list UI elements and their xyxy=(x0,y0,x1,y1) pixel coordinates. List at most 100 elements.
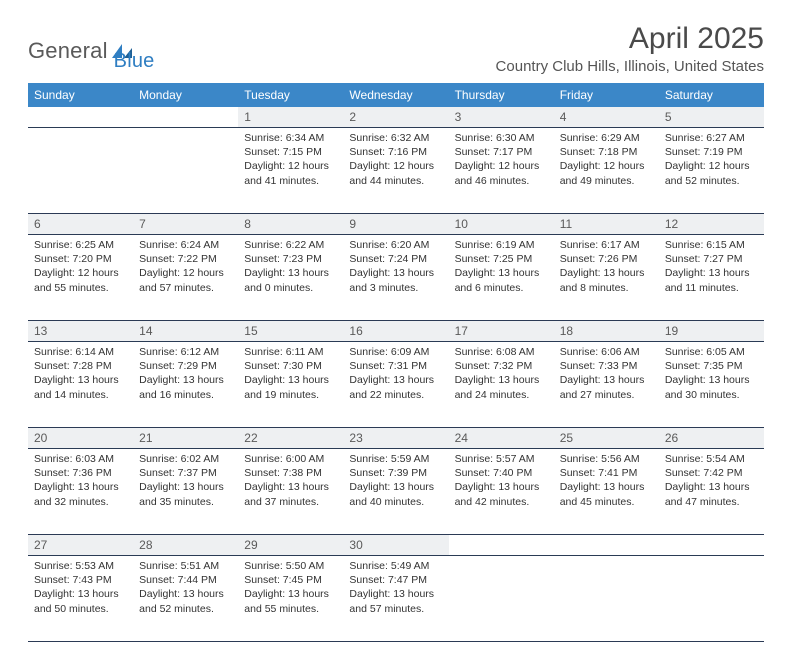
daylight-text: Daylight: 12 hours xyxy=(34,266,127,280)
logo: General Blue xyxy=(28,28,155,73)
day-cell: Sunrise: 5:57 AMSunset: 7:40 PMDaylight:… xyxy=(449,449,554,515)
daylight-text: and 0 minutes. xyxy=(244,281,337,295)
sunset-text: Sunset: 7:29 PM xyxy=(139,359,232,373)
sunset-text: Sunset: 7:22 PM xyxy=(139,252,232,266)
sunset-text: Sunset: 7:25 PM xyxy=(455,252,548,266)
empty-cell xyxy=(133,107,238,128)
day-cell: Sunrise: 6:08 AMSunset: 7:32 PMDaylight:… xyxy=(449,342,554,408)
empty-cell xyxy=(554,535,659,556)
sunrise-text: Sunrise: 6:30 AM xyxy=(455,131,548,145)
day-cell: Sunrise: 6:09 AMSunset: 7:31 PMDaylight:… xyxy=(343,342,448,408)
sunrise-text: Sunrise: 6:32 AM xyxy=(349,131,442,145)
daylight-text: Daylight: 13 hours xyxy=(665,373,758,387)
day-number: 16 xyxy=(343,321,448,341)
sunrise-text: Sunrise: 5:51 AM xyxy=(139,559,232,573)
sunset-text: Sunset: 7:37 PM xyxy=(139,466,232,480)
daylight-text: and 55 minutes. xyxy=(34,281,127,295)
day-number: 6 xyxy=(28,214,133,234)
sunrise-text: Sunrise: 5:53 AM xyxy=(34,559,127,573)
sunset-text: Sunset: 7:17 PM xyxy=(455,145,548,159)
day-cell: Sunrise: 6:27 AMSunset: 7:19 PMDaylight:… xyxy=(659,128,764,194)
day-number: 11 xyxy=(554,214,659,234)
day-number: 26 xyxy=(659,428,764,448)
daylight-text: Daylight: 13 hours xyxy=(560,480,653,494)
daylight-text: and 40 minutes. xyxy=(349,495,442,509)
sunset-text: Sunset: 7:43 PM xyxy=(34,573,127,587)
day-number: 25 xyxy=(554,428,659,448)
daylight-text: Daylight: 13 hours xyxy=(34,587,127,601)
daylight-text: and 22 minutes. xyxy=(349,388,442,402)
empty-cell xyxy=(554,556,659,642)
daylight-text: Daylight: 12 hours xyxy=(244,159,337,173)
sunrise-text: Sunrise: 6:11 AM xyxy=(244,345,337,359)
day-cell: Sunrise: 6:05 AMSunset: 7:35 PMDaylight:… xyxy=(659,342,764,408)
daylight-text: and 52 minutes. xyxy=(139,602,232,616)
day-number: 29 xyxy=(238,535,343,555)
sunrise-text: Sunrise: 6:20 AM xyxy=(349,238,442,252)
day-number: 30 xyxy=(343,535,448,555)
column-header: Monday xyxy=(133,83,238,107)
day-number: 19 xyxy=(659,321,764,341)
day-number: 15 xyxy=(238,321,343,341)
daylight-text: and 44 minutes. xyxy=(349,174,442,188)
daylight-text: and 46 minutes. xyxy=(455,174,548,188)
sunrise-text: Sunrise: 6:05 AM xyxy=(665,345,758,359)
sunrise-text: Sunrise: 6:27 AM xyxy=(665,131,758,145)
sunrise-text: Sunrise: 6:15 AM xyxy=(665,238,758,252)
column-header: Wednesday xyxy=(343,83,448,107)
day-number: 12 xyxy=(659,214,764,234)
daylight-text: Daylight: 12 hours xyxy=(349,159,442,173)
daylight-text: and 27 minutes. xyxy=(560,388,653,402)
daylight-text: and 47 minutes. xyxy=(665,495,758,509)
sunset-text: Sunset: 7:36 PM xyxy=(34,466,127,480)
daylight-text: Daylight: 13 hours xyxy=(244,373,337,387)
day-cell: Sunrise: 5:59 AMSunset: 7:39 PMDaylight:… xyxy=(343,449,448,515)
sunrise-text: Sunrise: 5:59 AM xyxy=(349,452,442,466)
day-number: 17 xyxy=(449,321,554,341)
day-number: 18 xyxy=(554,321,659,341)
sunset-text: Sunset: 7:45 PM xyxy=(244,573,337,587)
daylight-text: Daylight: 13 hours xyxy=(455,480,548,494)
day-number: 9 xyxy=(343,214,448,234)
sunrise-text: Sunrise: 6:24 AM xyxy=(139,238,232,252)
daylight-text: Daylight: 13 hours xyxy=(349,266,442,280)
day-cell: Sunrise: 6:22 AMSunset: 7:23 PMDaylight:… xyxy=(238,235,343,301)
sunset-text: Sunset: 7:24 PM xyxy=(349,252,442,266)
daylight-text: Daylight: 13 hours xyxy=(139,480,232,494)
location-subtitle: Country Club Hills, Illinois, United Sta… xyxy=(496,58,764,75)
sunset-text: Sunset: 7:35 PM xyxy=(665,359,758,373)
daylight-text: and 16 minutes. xyxy=(139,388,232,402)
sunset-text: Sunset: 7:38 PM xyxy=(244,466,337,480)
sunrise-text: Sunrise: 6:29 AM xyxy=(560,131,653,145)
daylight-text: Daylight: 13 hours xyxy=(139,373,232,387)
daylight-text: and 11 minutes. xyxy=(665,281,758,295)
day-cell: Sunrise: 6:20 AMSunset: 7:24 PMDaylight:… xyxy=(343,235,448,301)
calendar-header-row: SundayMondayTuesdayWednesdayThursdayFrid… xyxy=(28,83,764,107)
day-cell: Sunrise: 6:02 AMSunset: 7:37 PMDaylight:… xyxy=(133,449,238,515)
daylight-text: and 35 minutes. xyxy=(139,495,232,509)
daylight-text: Daylight: 13 hours xyxy=(244,266,337,280)
sunrise-text: Sunrise: 6:22 AM xyxy=(244,238,337,252)
day-number: 28 xyxy=(133,535,238,555)
sunset-text: Sunset: 7:18 PM xyxy=(560,145,653,159)
sunrise-text: Sunrise: 6:19 AM xyxy=(455,238,548,252)
daylight-text: and 30 minutes. xyxy=(665,388,758,402)
daylight-text: and 55 minutes. xyxy=(244,602,337,616)
sunrise-text: Sunrise: 6:12 AM xyxy=(139,345,232,359)
header: General Blue April 2025 Country Club Hil… xyxy=(28,22,764,75)
day-cell: Sunrise: 6:24 AMSunset: 7:22 PMDaylight:… xyxy=(133,235,238,301)
daylight-text: Daylight: 13 hours xyxy=(560,373,653,387)
daylight-text: and 52 minutes. xyxy=(665,174,758,188)
sunset-text: Sunset: 7:39 PM xyxy=(349,466,442,480)
sunrise-text: Sunrise: 5:49 AM xyxy=(349,559,442,573)
daylight-text: Daylight: 12 hours xyxy=(139,266,232,280)
sunset-text: Sunset: 7:31 PM xyxy=(349,359,442,373)
daylight-text: and 14 minutes. xyxy=(34,388,127,402)
day-number: 21 xyxy=(133,428,238,448)
day-cell: Sunrise: 6:00 AMSunset: 7:38 PMDaylight:… xyxy=(238,449,343,515)
daylight-text: Daylight: 13 hours xyxy=(244,480,337,494)
sunset-text: Sunset: 7:30 PM xyxy=(244,359,337,373)
sunset-text: Sunset: 7:23 PM xyxy=(244,252,337,266)
sunset-text: Sunset: 7:41 PM xyxy=(560,466,653,480)
sunset-text: Sunset: 7:15 PM xyxy=(244,145,337,159)
